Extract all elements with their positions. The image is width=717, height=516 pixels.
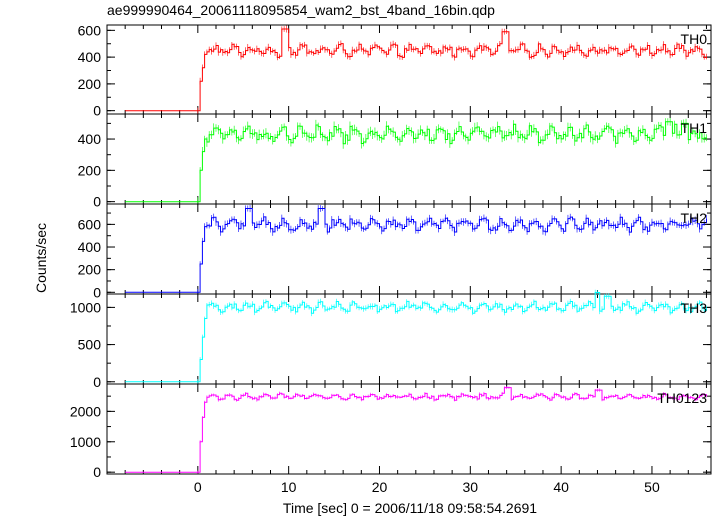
y-tick-label: 600 [78,22,102,38]
chart-title: ae999990464_20061118095854_wam2_bst_4ban… [107,2,495,18]
panel-frame [106,24,712,115]
y-tick-label: 400 [78,239,102,255]
x-tick-label: 20 [372,479,388,495]
y-tick-label: 400 [78,49,102,65]
y-tick-label: 500 [78,337,102,353]
y-tick-label: 1000 [70,434,101,450]
series-label: TH0 [681,31,708,47]
panel-th3: 0 500 1000 TH3 [70,289,712,390]
series-label: TH2 [681,210,708,226]
series-line-th0 [125,28,707,112]
y-tick-label: 200 [78,262,102,278]
y-tick-label: 1000 [70,299,101,315]
x-tick-label: 10 [281,479,297,495]
panel-th0: 0 200 400 600 TH0 [78,22,712,119]
y-tick-label: 0 [93,103,101,119]
y-tick-label: 2000 [70,403,101,419]
x-tick-label: 30 [463,479,479,495]
series-label: TH1 [681,120,708,136]
panel-th1: 0 200 400 TH1 [78,113,712,210]
x-tick-label: 0 [194,479,202,495]
y-tick-label: 0 [93,464,101,480]
panel-th2: 0 200 400 600 TH2 [78,203,712,300]
y-tick-label: 400 [78,131,102,147]
panel-frame [106,383,712,475]
y-tick-label: 200 [78,76,102,92]
x-tick-label: 50 [644,479,660,495]
series-label: TH3 [681,300,708,316]
series-line-th2 [125,208,707,293]
y-tick-label: 200 [78,162,102,178]
y-tick-label: 0 [93,284,101,300]
series-label: TH0123 [657,390,707,406]
y-tick-label: 600 [78,216,102,232]
series-line-th3 [125,292,707,383]
y-axis-label: Counts/sec [33,223,49,293]
x-tick-label: 40 [553,479,569,495]
y-tick-label: 0 [93,374,101,390]
y-tick-label: 0 [93,194,101,210]
x-axis-label: Time [sec] 0 = 2006/11/18 09:58:54.2691 [283,500,537,516]
panel-th0123: 0 1000 2000 TH0123 0 10 20 30 40 50 [70,383,712,495]
